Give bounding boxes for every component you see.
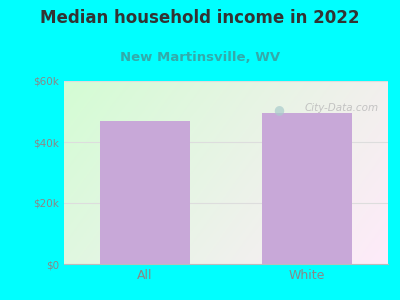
Text: Median household income in 2022: Median household income in 2022 <box>40 9 360 27</box>
Text: New Martinsville, WV: New Martinsville, WV <box>120 51 280 64</box>
Text: City-Data.com: City-Data.com <box>304 103 378 113</box>
Bar <box>100 121 190 264</box>
Bar <box>262 113 352 264</box>
Text: ●: ● <box>274 103 284 116</box>
